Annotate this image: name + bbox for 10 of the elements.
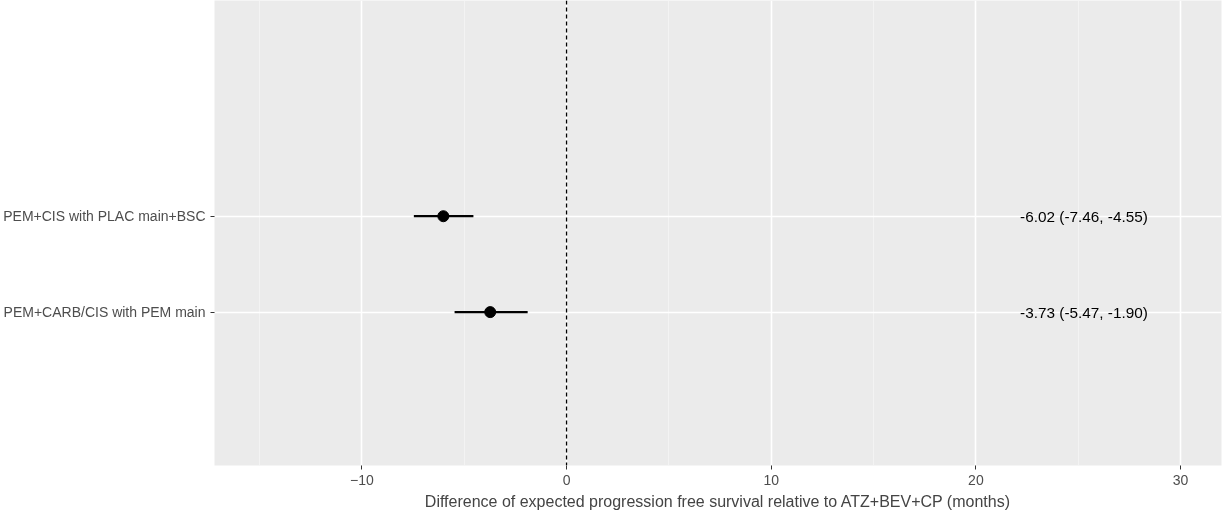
y-tick-label: PEM+CIS with PLAC main+BSC xyxy=(3,208,206,225)
x-tick-label: 30 xyxy=(1172,471,1189,488)
annotation: -6.02 (-7.46, -4.55) xyxy=(1020,207,1148,225)
annotation: -3.73 (-5.47, -1.90) xyxy=(1020,303,1148,321)
x-tick-label: −10 xyxy=(349,471,374,488)
x-tick-label: 0 xyxy=(562,471,571,488)
x-tick-label: 10 xyxy=(763,471,780,488)
x-tick-label: 20 xyxy=(968,471,984,488)
y-tick-label: PEM+CARB/CIS with PEM main xyxy=(3,304,206,321)
x-axis-title: Difference of expected progression free survival relative to ATZ+BEV+CP (months) xyxy=(424,492,1010,510)
